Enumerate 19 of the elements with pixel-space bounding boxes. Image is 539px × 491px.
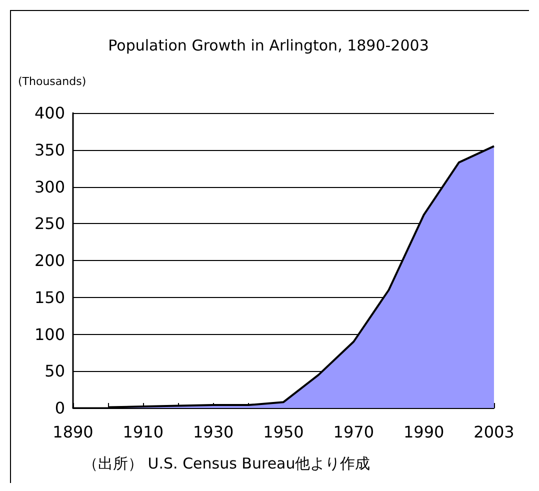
y-tick-label: 250	[34, 214, 65, 234]
x-tick-label: 1930	[192, 422, 234, 442]
text: （出所） U.S. Census Bureau他より作成	[83, 454, 370, 472]
y-tick-label: 400	[34, 104, 65, 122]
y-tick-label: 50	[44, 362, 65, 381]
y-tick-label: 350	[34, 140, 65, 160]
y-tick-label: 0	[54, 398, 65, 418]
x-tick-label: 1910	[122, 422, 164, 442]
y-tick-label: 150	[34, 288, 65, 307]
y-tick-label: 300	[34, 177, 65, 196]
x-tick-label: 2003	[474, 422, 514, 442]
y-tick-label: 100	[34, 324, 65, 344]
x-tick-label: 1990	[403, 422, 444, 442]
y-axis-title: (Thousands)	[18, 75, 86, 88]
chart-title: Population Growth in Arlington, 1890-2003	[108, 36, 429, 54]
x-tick-label: 1950	[263, 422, 304, 442]
x-tick-label: 1970	[333, 422, 374, 442]
x-tick-label: 1890	[52, 422, 94, 442]
y-tick-label: 200	[34, 251, 65, 270]
